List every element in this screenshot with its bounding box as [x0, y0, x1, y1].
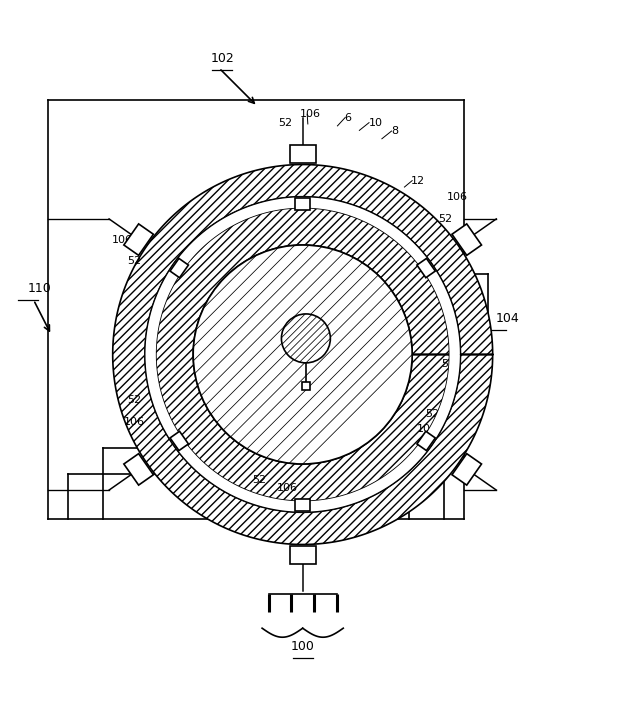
Text: 52: 52: [128, 256, 142, 266]
Text: 52: 52: [425, 409, 439, 419]
Polygon shape: [156, 208, 450, 501]
Text: 106: 106: [124, 417, 145, 427]
Polygon shape: [290, 145, 316, 163]
Text: 106: 106: [111, 235, 133, 245]
Polygon shape: [295, 499, 310, 511]
Text: 52: 52: [438, 214, 452, 224]
Text: 110: 110: [28, 282, 52, 295]
Polygon shape: [417, 431, 435, 451]
Polygon shape: [452, 454, 482, 485]
Polygon shape: [295, 198, 310, 210]
Text: 8: 8: [391, 126, 398, 136]
Circle shape: [281, 314, 330, 363]
Text: 108: 108: [328, 381, 350, 391]
Text: 106: 106: [417, 423, 439, 434]
Polygon shape: [170, 431, 189, 451]
Text: 104: 104: [496, 312, 520, 325]
Text: 12: 12: [411, 176, 425, 186]
Polygon shape: [170, 258, 189, 278]
Polygon shape: [124, 224, 153, 255]
Polygon shape: [452, 224, 482, 255]
Text: 52: 52: [128, 395, 142, 405]
Polygon shape: [145, 196, 460, 513]
Polygon shape: [113, 164, 493, 545]
Polygon shape: [124, 454, 153, 485]
Text: 52: 52: [252, 475, 266, 485]
Text: 52: 52: [441, 359, 455, 369]
Polygon shape: [417, 258, 435, 278]
Circle shape: [193, 245, 412, 464]
Text: 106: 106: [300, 109, 321, 119]
Text: 102: 102: [211, 52, 234, 65]
Text: 106: 106: [447, 191, 468, 202]
Polygon shape: [290, 546, 316, 564]
Text: 52: 52: [278, 118, 292, 128]
Text: 6: 6: [345, 113, 352, 123]
Text: 10: 10: [368, 118, 383, 128]
Text: 106: 106: [277, 484, 298, 493]
Bar: [301, 382, 310, 390]
Text: 100: 100: [290, 640, 315, 653]
